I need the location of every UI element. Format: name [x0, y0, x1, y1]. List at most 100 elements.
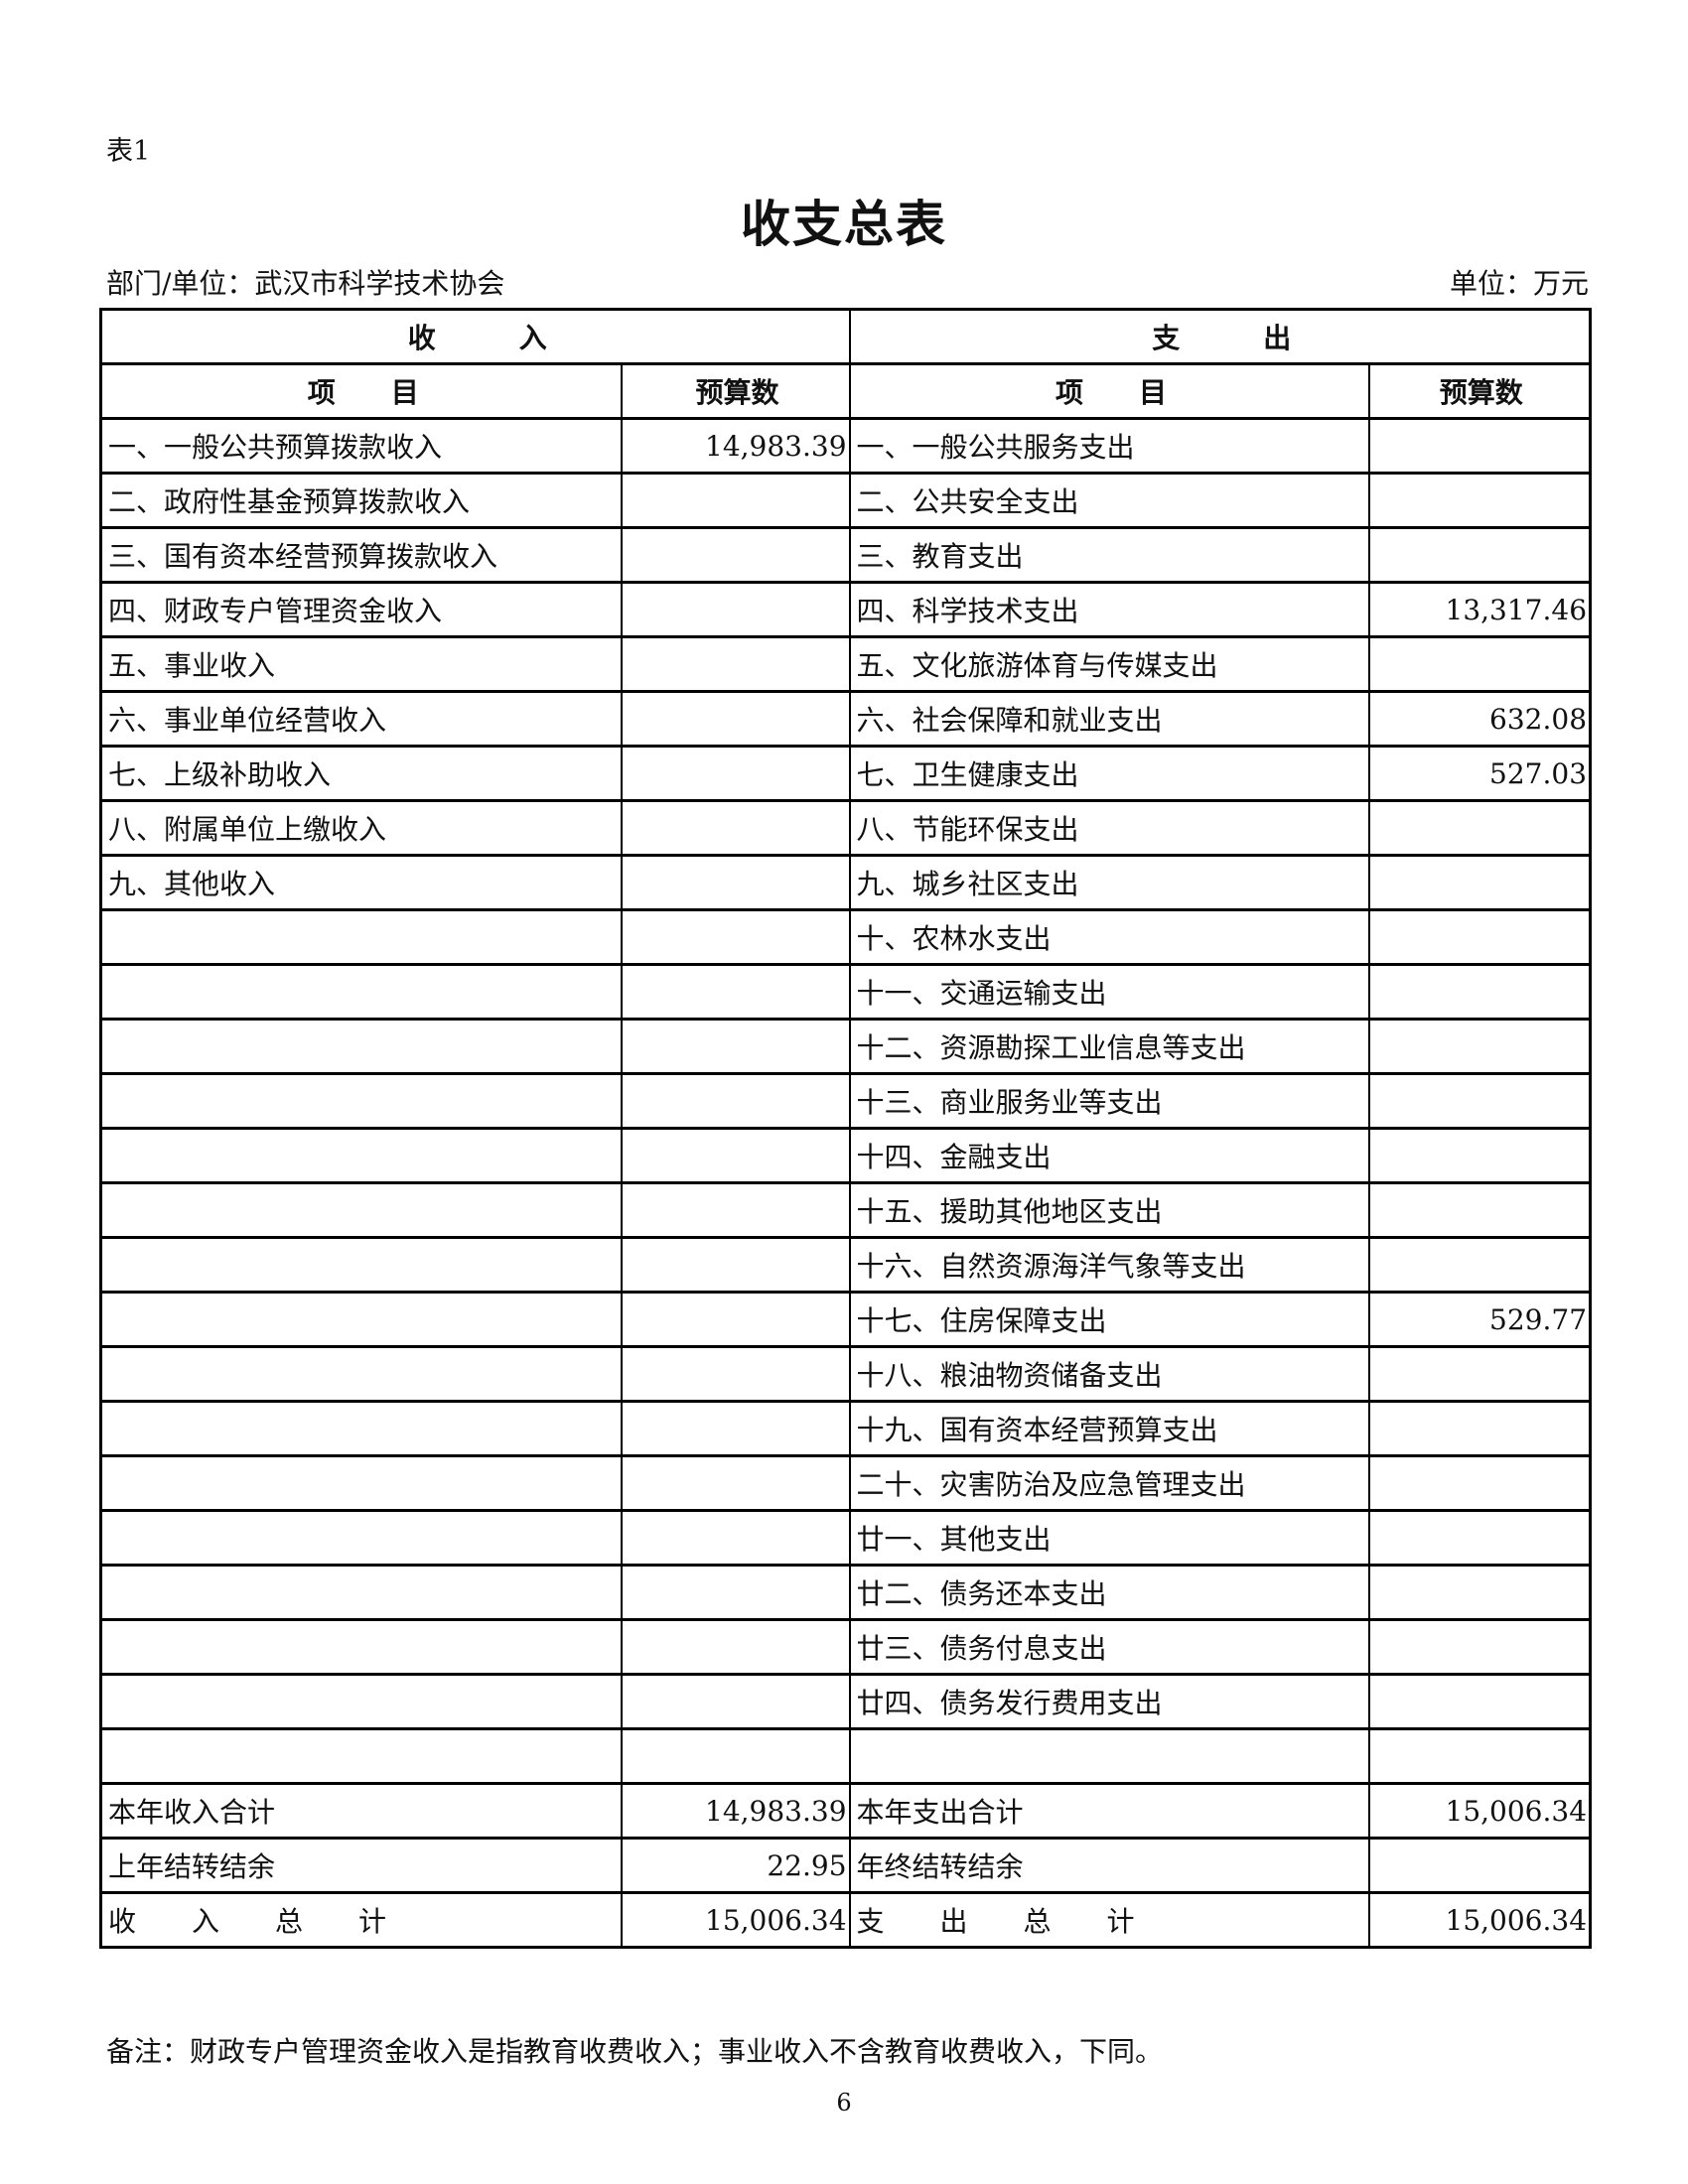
expense-section-header: 支 出	[848, 308, 1592, 365]
expense-item-cell: 四、科学技术支出	[848, 581, 1370, 638]
expense-item-cell: 一、一般公共服务支出	[848, 417, 1370, 475]
income-amount-cell	[620, 799, 851, 857]
expense-amount-cell: 632.08	[1367, 690, 1592, 748]
header-row-sections: 收 入 支 出	[99, 308, 1592, 365]
table-row: 二十、灾害防治及应急管理支出	[99, 1454, 1592, 1512]
expense-item-cell: 九、城乡社区支出	[848, 854, 1370, 911]
summary-row: 上年结转结余 22.95 年终结转结余	[99, 1837, 1592, 1894]
summary-row: 本年收入合计 14,983.39 本年支出合计 15,006.34	[99, 1782, 1592, 1840]
income-item-cell	[99, 1454, 623, 1512]
expense-amount-cell: 13,317.46	[1367, 581, 1592, 638]
expense-item-cell: 三、教育支出	[848, 526, 1370, 584]
income-item-cell: 一、一般公共预算拨款收入	[99, 417, 623, 475]
department-label: 部门/单位：武汉市科学技术协会	[106, 267, 505, 300]
expense-amount-cell	[1367, 1618, 1592, 1676]
expense-amount-cell	[1367, 1509, 1592, 1567]
income-amount-cell	[620, 1127, 851, 1184]
expense-item-cell: 廿一、其他支出	[848, 1509, 1370, 1567]
table-row: 十四、金融支出	[99, 1127, 1592, 1184]
table-row: 廿二、债务还本支出	[99, 1564, 1592, 1621]
income-amount-cell	[620, 1018, 851, 1075]
expense-item-header: 项 目	[848, 362, 1370, 420]
income-amount-cell	[620, 1564, 851, 1621]
expense-amount-header: 预算数	[1367, 362, 1592, 420]
table-row: 十八、粮油物资储备支出	[99, 1345, 1592, 1403]
income-amount-cell	[620, 1454, 851, 1512]
income-item-cell	[99, 1072, 623, 1130]
expense-item-cell: 十三、商业服务业等支出	[848, 1072, 1370, 1130]
income-summary-amount: 14,983.39	[620, 1782, 851, 1840]
expense-item-cell: 六、社会保障和就业支出	[848, 690, 1370, 748]
table-row: 十一、交通运输支出	[99, 963, 1592, 1021]
expense-amount-cell	[1367, 1673, 1592, 1730]
income-amount-cell	[620, 1345, 851, 1403]
income-amount-cell	[620, 854, 851, 911]
table-number-label: 表1	[106, 136, 151, 167]
expense-amount-cell	[1367, 472, 1592, 529]
income-item-cell: 六、事业单位经营收入	[99, 690, 623, 748]
expense-item-cell: 二十、灾害防治及应急管理支出	[848, 1454, 1370, 1512]
table-row: 一、一般公共预算拨款收入 14,983.39 一、一般公共服务支出	[99, 417, 1592, 475]
expense-amount-cell	[1367, 1127, 1592, 1184]
income-item-cell	[99, 1345, 623, 1403]
expense-item-cell: 十九、国有资本经营预算支出	[848, 1400, 1370, 1457]
income-summary-label: 本年收入合计	[99, 1782, 623, 1840]
expense-amount-cell: 527.03	[1367, 745, 1592, 802]
income-amount-cell: 14,983.39	[620, 417, 851, 475]
expense-item-cell: 十六、自然资源海洋气象等支出	[848, 1236, 1370, 1294]
income-summary-amount: 15,006.34	[620, 1891, 851, 1949]
table-row: 十九、国有资本经营预算支出	[99, 1400, 1592, 1457]
income-item-cell	[99, 963, 623, 1021]
income-item-cell: 四、财政专户管理资金收入	[99, 581, 623, 638]
table-row: 十六、自然资源海洋气象等支出	[99, 1236, 1592, 1294]
table-row: 三、国有资本经营预算拨款收入 三、教育支出	[99, 526, 1592, 584]
table-row: 七、上级补助收入 七、卫生健康支出 527.03	[99, 745, 1592, 802]
income-item-cell: 八、附属单位上缴收入	[99, 799, 623, 857]
expense-amount-cell	[1367, 526, 1592, 584]
expense-amount-cell	[1367, 963, 1592, 1021]
income-item-cell	[99, 1291, 623, 1348]
expense-amount-cell: 529.77	[1367, 1291, 1592, 1348]
table-row: 十二、资源勘探工业信息等支出	[99, 1018, 1592, 1075]
income-amount-cell	[620, 635, 851, 693]
income-item-cell: 五、事业收入	[99, 635, 623, 693]
income-amount-cell	[620, 1727, 851, 1785]
income-amount-cell	[620, 745, 851, 802]
table-row: 五、事业收入 五、文化旅游体育与传媒支出	[99, 635, 1592, 693]
expense-amount-cell	[1367, 1236, 1592, 1294]
expense-amount-cell	[1367, 635, 1592, 693]
income-item-cell	[99, 1181, 623, 1239]
income-item-cell	[99, 1236, 623, 1294]
expense-item-cell: 十、农林水支出	[848, 908, 1370, 966]
income-amount-cell	[620, 1181, 851, 1239]
income-item-cell	[99, 1673, 623, 1730]
income-summary-label: 上年结转结余	[99, 1837, 623, 1894]
unit-label: 单位：万元	[1449, 267, 1589, 300]
expense-summary-label: 年终结转结余	[848, 1837, 1370, 1894]
summary-row: 收 入 总 计 15,006.34 支 出 总 计 15,006.34	[99, 1891, 1592, 1949]
income-summary-amount: 22.95	[620, 1837, 851, 1894]
income-item-cell: 二、政府性基金预算拨款收入	[99, 472, 623, 529]
income-amount-cell	[620, 690, 851, 748]
footnote: 备注：财政专户管理资金收入是指教育收费收入；事业收入不含教育收费收入，下同。	[106, 2035, 1164, 2068]
expense-summary-amount	[1367, 1837, 1592, 1894]
expense-amount-cell	[1367, 1727, 1592, 1785]
income-amount-cell	[620, 1618, 851, 1676]
expense-item-cell: 十二、资源勘探工业信息等支出	[848, 1018, 1370, 1075]
expense-amount-cell	[1367, 854, 1592, 911]
expense-item-cell: 二、公共安全支出	[848, 472, 1370, 529]
table-row: 九、其他收入 九、城乡社区支出	[99, 854, 1592, 911]
table-row: 廿一、其他支出	[99, 1509, 1592, 1567]
budget-summary-table: 收 入 支 出 项 目 预算数 项 目 预算数 一、一般公共预算拨款收入 14,9…	[99, 308, 1593, 1949]
page-title: 收支总表	[741, 195, 947, 253]
income-amount-cell	[620, 1509, 851, 1567]
expense-item-cell: 十四、金融支出	[848, 1127, 1370, 1184]
expense-amount-cell	[1367, 1400, 1592, 1457]
expense-item-cell: 十八、粮油物资储备支出	[848, 1345, 1370, 1403]
income-section-header: 收 入	[99, 308, 851, 365]
expense-item-cell: 廿二、债务还本支出	[848, 1564, 1370, 1621]
income-amount-cell	[620, 472, 851, 529]
table-row	[99, 1727, 1592, 1785]
expense-amount-cell	[1367, 1181, 1592, 1239]
income-item-cell	[99, 1400, 623, 1457]
